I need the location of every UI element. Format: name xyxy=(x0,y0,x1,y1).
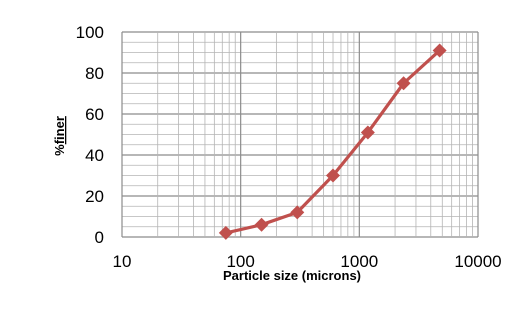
x-tick-label: 1000 xyxy=(340,252,378,271)
y-axis-title-prefix: % xyxy=(52,144,67,156)
x-axis-title: Particle size (microns) xyxy=(223,268,361,283)
x-tick-label: 10000 xyxy=(454,252,501,271)
data-point-marker xyxy=(218,225,233,240)
y-tick-label: 60 xyxy=(85,105,104,124)
data-point-marker xyxy=(290,205,305,220)
y-tick-label: 80 xyxy=(85,64,104,83)
y-tick-label: 0 xyxy=(95,228,104,247)
grid xyxy=(121,31,479,238)
y-axis-title: %finer xyxy=(52,116,67,156)
data-point-marker xyxy=(396,76,411,91)
data-point-marker xyxy=(360,125,375,140)
y-tick-label: 20 xyxy=(85,187,104,206)
data-point-marker xyxy=(326,168,341,183)
y-axis-title-main: finer xyxy=(52,116,67,144)
tick-labels: 0 20 40 60 80 100 10 100 1000 10000 xyxy=(76,23,502,271)
x-tick-label: 100 xyxy=(226,252,254,271)
x-tick-label: 10 xyxy=(113,252,132,271)
data-point-marker xyxy=(254,217,269,232)
series xyxy=(218,43,447,240)
y-tick-label: 100 xyxy=(76,23,104,42)
data-point-marker xyxy=(432,43,447,58)
y-tick-label: 40 xyxy=(85,146,104,165)
